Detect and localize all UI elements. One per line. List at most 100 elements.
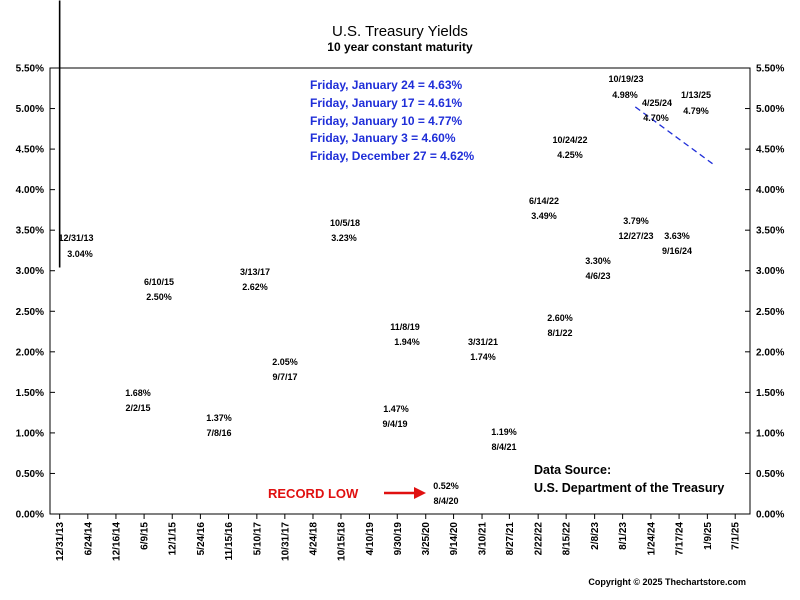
annotation-label: 11/8/19 bbox=[390, 322, 420, 332]
annotation: 6/10/15 2.50% bbox=[144, 277, 174, 302]
chart-subtitle: 10 year constant maturity bbox=[327, 40, 473, 54]
annotation: 1.47% 9/4/19 bbox=[382, 404, 408, 429]
annotation: 6/14/22 3.49% bbox=[529, 196, 559, 221]
annotation-value: 4.98% bbox=[612, 90, 638, 100]
annotation-label: 10/19/23 bbox=[608, 74, 643, 84]
annotation-value: 4/6/23 bbox=[585, 271, 610, 281]
annotation-value: 2/2/15 bbox=[125, 403, 150, 413]
y-tick-label: 0.00% bbox=[756, 510, 784, 521]
annotation: 10/19/23 4.98% bbox=[608, 74, 643, 100]
y-tick-label: 3.00% bbox=[756, 266, 784, 277]
annotation-value: 9/16/24 bbox=[662, 246, 692, 256]
x-tick-label: 12/16/14 bbox=[111, 522, 122, 561]
x-tick-label: 8/1/23 bbox=[618, 522, 629, 550]
annotation: 3.79% 12/27/23 bbox=[618, 216, 653, 241]
x-tick-label: 11/15/16 bbox=[224, 522, 235, 561]
annotation-value: 1.74% bbox=[470, 352, 496, 362]
annotation-label: 1.19% bbox=[491, 427, 517, 437]
x-tick-label: 8/27/21 bbox=[505, 522, 516, 556]
annotation-label: 12/31/13 bbox=[58, 233, 93, 243]
weekly-reading: Friday, January 10 = 4.77% bbox=[310, 114, 463, 128]
annotation: 1.37% 7/8/16 bbox=[206, 413, 232, 438]
x-tick-label: 1/24/24 bbox=[646, 522, 657, 556]
x-tick-label: 2/8/23 bbox=[590, 522, 601, 550]
x-tick-label: 10/15/18 bbox=[336, 522, 347, 561]
annotation-value: 12/27/23 bbox=[618, 231, 653, 241]
annotation-value: 9/4/19 bbox=[382, 419, 407, 429]
annotation: 4/25/24 4.70% bbox=[642, 98, 672, 123]
annotation: 11/8/19 1.94% bbox=[390, 322, 420, 347]
x-tick-label: 4/10/19 bbox=[365, 522, 376, 556]
downtrend-line bbox=[634, 106, 713, 165]
y-tick-label: 1.50% bbox=[16, 388, 44, 399]
y-tick-label: 0.50% bbox=[16, 469, 44, 480]
y-tick-label: 3.50% bbox=[756, 226, 784, 237]
x-tick-label: 6/9/15 bbox=[140, 522, 151, 550]
x-tick-label: 1/9/25 bbox=[703, 522, 714, 550]
annotation-value: 4.25% bbox=[557, 150, 583, 160]
x-tick-label: 7/17/24 bbox=[675, 522, 686, 556]
x-tick-label: 3/10/21 bbox=[478, 522, 489, 556]
x-tick-label: 7/1/25 bbox=[731, 522, 742, 550]
x-tick-label: 4/24/18 bbox=[308, 522, 319, 556]
x-tick-label: 12/31/13 bbox=[55, 522, 66, 561]
y-tick-label: 3.00% bbox=[16, 266, 44, 277]
y-tick-label: 4.50% bbox=[756, 145, 784, 156]
x-tick-label: 9/14/20 bbox=[449, 522, 460, 556]
y-tick-label: 5.50% bbox=[756, 64, 784, 75]
chart-title: U.S. Treasury Yields bbox=[332, 23, 468, 40]
annotation-value: 3.23% bbox=[331, 233, 357, 243]
weekly-reading: Friday, January 24 = 4.63% bbox=[310, 78, 463, 92]
record-low-arrow bbox=[384, 487, 426, 499]
annotation-label: 3/31/21 bbox=[468, 337, 498, 347]
y-tick-label: 4.00% bbox=[16, 185, 44, 196]
annotation: 12/31/13 3.04% bbox=[58, 233, 93, 259]
weekly-reading: Friday, January 3 = 4.60% bbox=[310, 131, 456, 145]
y-tick-label: 2.50% bbox=[16, 307, 44, 318]
record-low-label: RECORD LOW bbox=[268, 486, 359, 501]
y-axis-right: 0.00% 0.50% 1.00% 1.50% 2.00% 2.50% 3.00% 3.50%… bbox=[745, 64, 784, 521]
annotation-label: 2.60% bbox=[547, 313, 573, 323]
plot-frame bbox=[49, 67, 751, 515]
annotation-value: 8/1/22 bbox=[547, 328, 572, 338]
annotation-value: 3.49% bbox=[531, 211, 557, 221]
y-axis-left: 0.00% 0.50% 1.00% 1.50% 2.00% 2.50% 3.00% 3.50%… bbox=[16, 64, 55, 521]
y-tick-label: 2.50% bbox=[756, 307, 784, 318]
annotation: 3/31/21 1.74% bbox=[468, 337, 498, 362]
annotation-label: 10/24/22 bbox=[552, 135, 587, 145]
annotation-label: 10/5/18 bbox=[330, 218, 360, 228]
annotation-label: 6/14/22 bbox=[529, 196, 559, 206]
annotation-label: 3.30% bbox=[585, 256, 611, 266]
y-tick-label: 4.50% bbox=[16, 145, 44, 156]
x-tick-label: 8/15/22 bbox=[562, 522, 573, 556]
x-tick-label: 12/1/15 bbox=[168, 522, 179, 556]
weekly-reading: Friday, December 27 = 4.62% bbox=[310, 149, 475, 163]
y-tick-label: 0.50% bbox=[756, 469, 784, 480]
annotation-value: 9/7/17 bbox=[272, 372, 297, 382]
y-tick-label: 1.50% bbox=[756, 388, 784, 399]
annotation: 1.68% 2/2/15 bbox=[125, 388, 151, 413]
x-tick-label: 5/10/17 bbox=[252, 522, 263, 556]
annotation-value: 8/4/20 bbox=[433, 496, 458, 506]
annotation: 1/13/25 4.79% bbox=[681, 90, 711, 116]
annotation: 2.05% 9/7/17 bbox=[272, 357, 298, 382]
annotation-value: 7/8/16 bbox=[206, 428, 231, 438]
y-tick-label: 3.50% bbox=[16, 226, 44, 237]
annotation-value: 8/4/21 bbox=[491, 442, 516, 452]
annotation: 10/5/18 3.23% bbox=[330, 218, 360, 243]
annotation: 2.60% 8/1/22 bbox=[547, 313, 573, 338]
copyright: Copyright © 2025 Thechartstore.com bbox=[588, 577, 746, 587]
y-tick-label: 1.00% bbox=[16, 428, 44, 439]
y-tick-label: 4.00% bbox=[756, 185, 784, 196]
x-tick-label: 9/30/19 bbox=[393, 522, 404, 556]
annotation-value: 1.94% bbox=[394, 337, 420, 347]
annotation-value: 4.70% bbox=[643, 113, 669, 123]
y-tick-label: 2.00% bbox=[756, 347, 784, 358]
x-tick-label: 6/24/14 bbox=[83, 522, 94, 556]
x-tick-label: 10/31/17 bbox=[280, 522, 291, 561]
y-tick-label: 2.00% bbox=[16, 347, 44, 358]
y-tick-label: 1.00% bbox=[756, 428, 784, 439]
annotation-label: 4/25/24 bbox=[642, 98, 672, 108]
annotation: 10/24/22 4.25% bbox=[552, 135, 587, 160]
